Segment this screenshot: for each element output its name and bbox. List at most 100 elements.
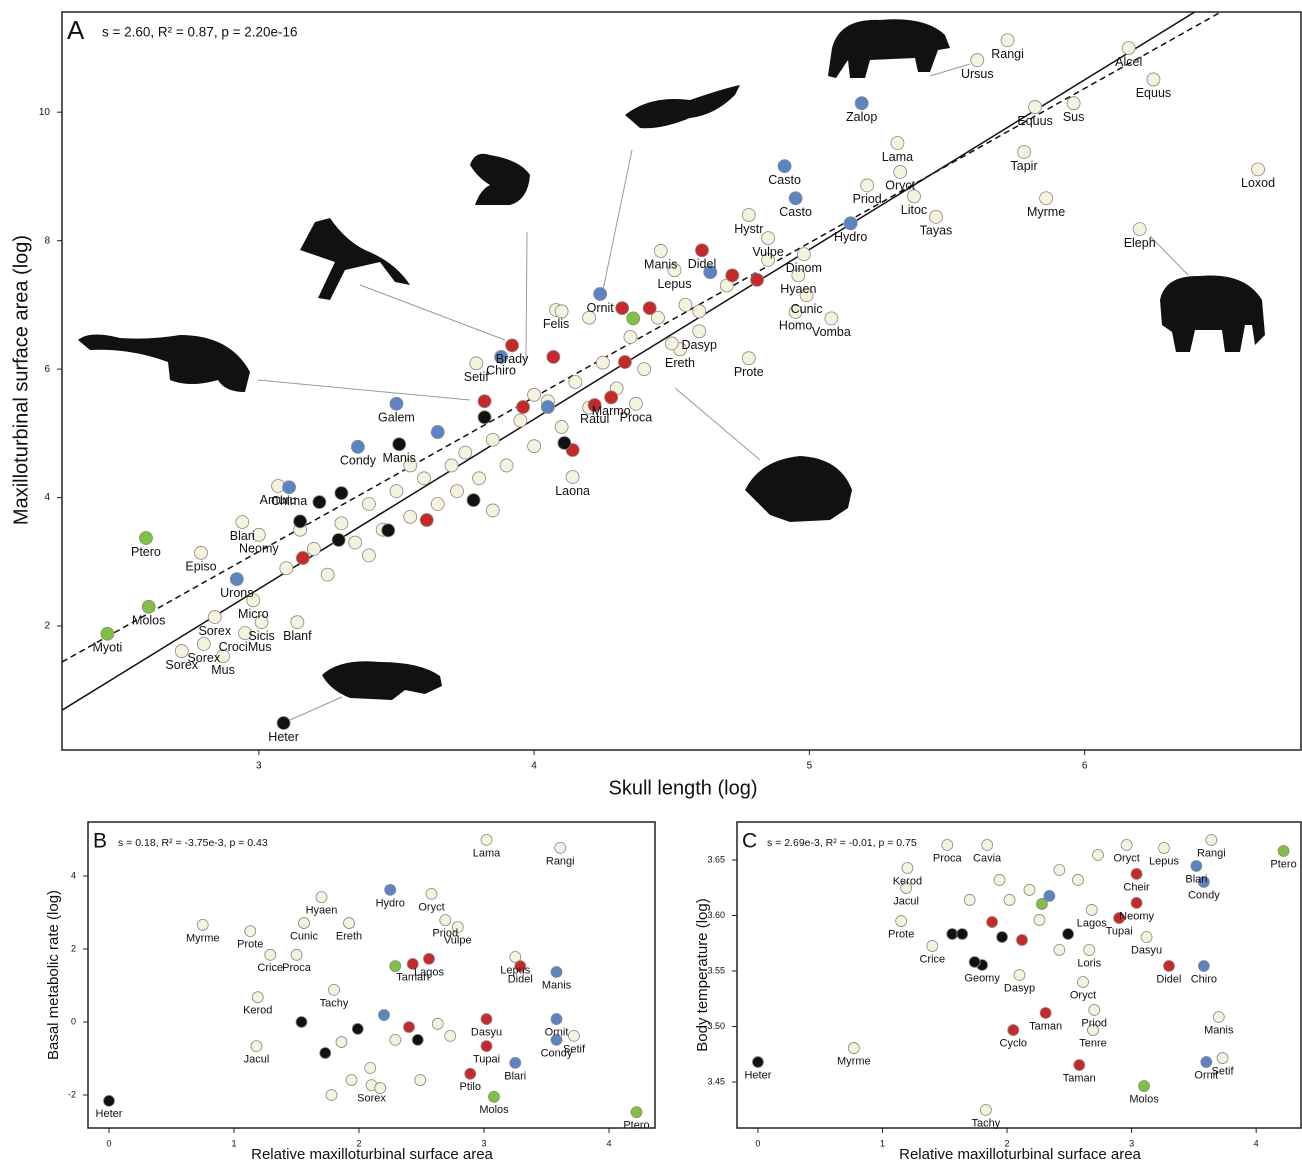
point <box>494 350 508 364</box>
point-label: Tenre <box>1079 1037 1107 1049</box>
point <box>667 263 682 278</box>
point <box>1062 928 1074 940</box>
point-label: Mus <box>211 663 235 677</box>
point-label: Galem <box>378 411 415 425</box>
point-label: Proca <box>933 852 963 864</box>
point <box>1120 839 1133 851</box>
point <box>295 1016 308 1028</box>
x-tick-label: 0 <box>755 1138 760 1148</box>
point <box>1043 890 1056 902</box>
point-label: Cunic <box>290 930 319 942</box>
point <box>384 883 397 896</box>
point <box>362 497 376 511</box>
point <box>1158 842 1170 854</box>
point-label: Chiro <box>486 364 516 378</box>
point <box>458 445 473 460</box>
point-label: Didel <box>1156 973 1181 985</box>
point-label: Lama <box>882 150 913 164</box>
x-tick-label: 1 <box>231 1138 236 1148</box>
point <box>587 398 602 412</box>
point-label: Kerod <box>243 1005 272 1017</box>
point-label: Jacul <box>893 895 919 907</box>
point-label: Zalop <box>846 110 877 124</box>
point-label: Ptero <box>623 1120 649 1132</box>
point-label: Neomy <box>239 542 279 556</box>
point <box>788 305 803 319</box>
point-label: Ursus <box>961 67 994 81</box>
x-axis-title: Skull length (log) <box>609 777 758 799</box>
point <box>546 350 561 364</box>
point <box>345 1074 358 1086</box>
point <box>623 330 638 344</box>
x-tick-label: 1 <box>880 1138 885 1148</box>
point <box>1113 912 1126 924</box>
point-label: Oryct <box>885 179 915 193</box>
point <box>389 396 404 411</box>
point <box>1039 191 1053 206</box>
point-label: Amuru <box>260 493 297 507</box>
point-label: Manis <box>542 979 572 991</box>
point <box>1073 1059 1086 1071</box>
point <box>423 952 435 965</box>
point <box>893 165 908 179</box>
point <box>527 439 541 454</box>
point-label: Cheir <box>1123 881 1150 893</box>
point <box>295 551 310 565</box>
point-label: Ptero <box>131 545 161 559</box>
point-label: CrociMus <box>219 640 272 654</box>
point <box>505 338 519 353</box>
point <box>419 513 434 527</box>
point-label: Sorex <box>165 658 198 672</box>
point-label: Lepus <box>500 964 530 976</box>
point <box>450 484 464 499</box>
point <box>642 301 657 315</box>
point-label: Manis <box>383 451 416 465</box>
point-label: Hydro <box>834 230 867 244</box>
point-label: Dasyu <box>471 1026 502 1038</box>
point-label: Myrme <box>1027 205 1065 219</box>
point-label: Heter <box>268 730 299 744</box>
point <box>325 1089 338 1101</box>
point-label: Prote <box>237 939 263 951</box>
point <box>312 495 327 509</box>
x-tick-label: 4 <box>1254 1138 1259 1148</box>
point <box>741 351 756 366</box>
point <box>417 471 431 486</box>
point-label: Condy <box>541 1047 573 1059</box>
point <box>306 542 321 556</box>
point <box>334 486 349 500</box>
x-tick-label: 5 <box>807 761 813 772</box>
point <box>298 917 310 929</box>
point <box>1066 96 1081 111</box>
y-tick-label: 2 <box>44 621 50 632</box>
point <box>1028 100 1042 114</box>
point-label: Taman <box>396 971 429 983</box>
point <box>331 533 346 547</box>
point-label: Blanf <box>283 629 312 643</box>
point-label: Ornit <box>545 1026 569 1038</box>
point <box>890 136 905 150</box>
point-label: Heter <box>744 1069 771 1081</box>
point <box>1197 960 1210 972</box>
point <box>900 882 913 894</box>
point-label: Priod <box>853 192 882 206</box>
point <box>480 1040 493 1052</box>
point-label: Sorex <box>187 651 220 665</box>
point-label: Casto <box>768 173 801 187</box>
point <box>692 324 707 339</box>
point <box>411 1033 424 1046</box>
point <box>557 436 572 450</box>
point-label: Sorex <box>357 1093 386 1105</box>
point-label: Eleph <box>1124 236 1156 250</box>
point-label: Jacul <box>244 1053 270 1065</box>
y-axis-title: Basal metabolic rate (log) <box>45 890 62 1060</box>
y-tick-label: 2 <box>71 943 76 953</box>
point-label: Setif <box>563 1043 586 1055</box>
point <box>451 921 464 933</box>
point <box>1146 72 1161 87</box>
point <box>929 209 943 224</box>
point <box>847 1042 860 1054</box>
point <box>593 287 608 301</box>
point <box>582 310 597 325</box>
point <box>1013 969 1026 981</box>
